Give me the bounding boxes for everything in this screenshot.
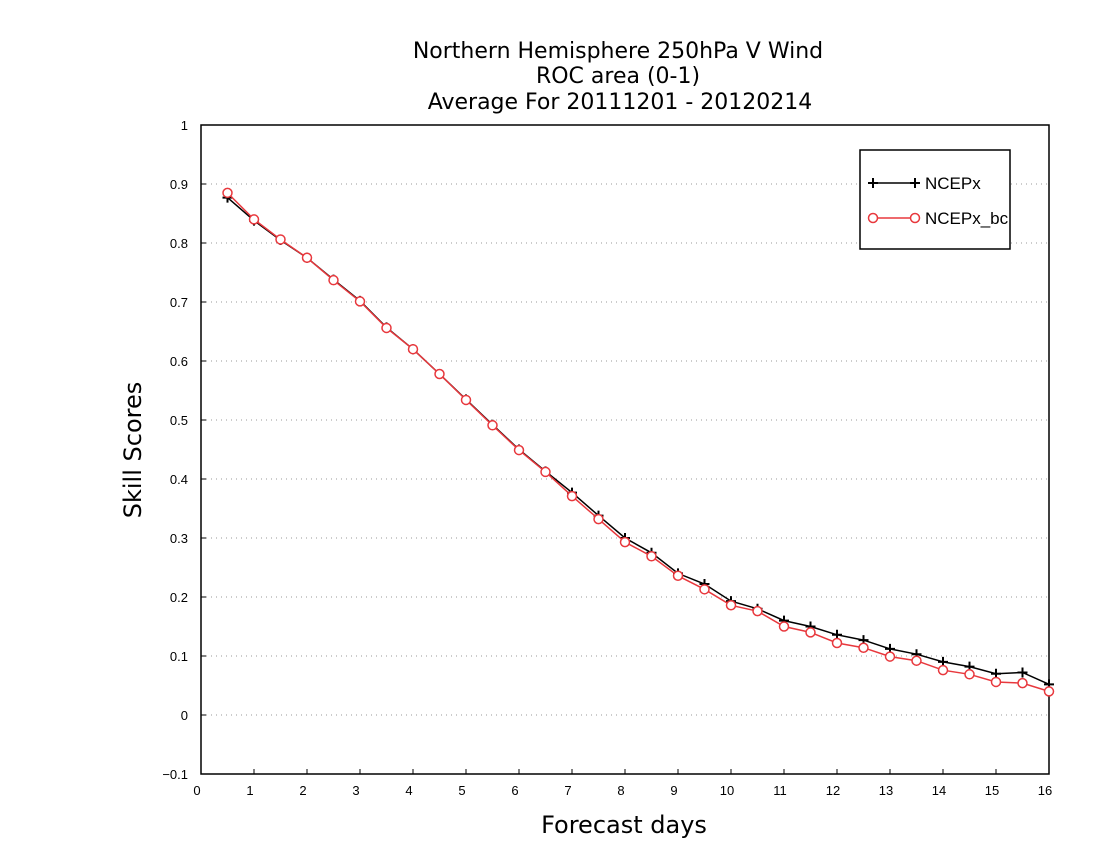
legend-entry: NCEPx_bc	[867, 209, 1009, 228]
grid-lines	[201, 183, 1049, 716]
legend-marker	[868, 178, 878, 188]
chart-title-line-3: Average For 20111201 - 20120214	[428, 90, 813, 115]
data-point	[884, 651, 896, 662]
data-point	[858, 642, 869, 653]
data-point	[831, 637, 843, 649]
series-NCEPx_bc	[222, 187, 1055, 697]
data-point	[619, 536, 631, 548]
x-tick-label: 0	[193, 783, 200, 798]
data-point	[805, 627, 816, 638]
x-tick-label: 6	[511, 783, 518, 798]
legend-label: NCEPx	[925, 174, 981, 193]
x-tick-label: 5	[458, 783, 465, 798]
x-tick-label: 9	[670, 783, 677, 798]
data-point	[328, 274, 339, 286]
x-tick-label: 3	[352, 783, 359, 798]
data-point	[937, 664, 949, 676]
y-tick-label: 0.9	[170, 177, 188, 192]
series-line	[226, 192, 1050, 693]
y-tick-label: 0.7	[170, 295, 188, 310]
y-axis-label: Skill Scores	[119, 382, 147, 519]
x-tick-label: 11	[773, 783, 787, 798]
y-tick-label: 0.5	[170, 413, 188, 428]
data-point	[1043, 686, 1055, 697]
axis-ticks: −0.100.10.20.30.40.50.60.70.80.910 1 2 3 4 5 6…	[162, 118, 1052, 798]
y-tick-label: 0.3	[170, 531, 188, 546]
chart-title-line-1: Northern Hemisphere 250hPa V Wind	[413, 39, 823, 64]
y-tick-label: 0.1	[170, 649, 188, 664]
data-point	[460, 394, 472, 406]
data-point	[593, 513, 604, 525]
y-tick-label: 0.8	[170, 236, 188, 251]
data-point	[407, 343, 419, 355]
x-tick-label: 13	[879, 783, 893, 798]
x-tick-label: 8	[617, 783, 624, 798]
data-point	[1017, 677, 1028, 689]
data-point	[248, 214, 260, 225]
x-tick-label: 15	[985, 783, 999, 798]
x-tick-label: 10	[720, 783, 734, 798]
data-point	[540, 466, 551, 478]
y-tick-label: 0.4	[170, 472, 188, 487]
data-point	[487, 420, 498, 431]
data-point	[1017, 667, 1028, 678]
data-point	[434, 368, 445, 380]
legend-marker	[910, 178, 920, 188]
y-tick-label: 0.6	[170, 354, 188, 369]
data-point	[513, 444, 525, 456]
x-tick-label: 14	[932, 783, 946, 798]
data-point	[911, 655, 922, 666]
data-point	[672, 570, 684, 582]
data-series	[222, 187, 1055, 697]
x-tick-label: 12	[826, 783, 840, 798]
data-point	[301, 252, 313, 263]
x-tick-label: 16	[1038, 783, 1052, 798]
series-NCEPx	[222, 192, 1054, 690]
chart-title-line-2: ROC area (0-1)	[536, 64, 700, 89]
legend: NCEPx NCEPx_bc	[859, 149, 1011, 250]
legend-marker	[867, 212, 879, 224]
legend-box	[859, 149, 1011, 250]
series-line	[227, 197, 1050, 685]
legend-entry: NCEPx	[868, 174, 981, 193]
legend-marker	[909, 212, 921, 224]
x-tick-label: 4	[405, 783, 412, 798]
x-tick-label: 1	[246, 783, 253, 798]
data-point	[699, 584, 710, 595]
x-tick-label: 7	[564, 783, 571, 798]
y-tick-label: −0.1	[162, 767, 188, 782]
data-point	[222, 187, 233, 199]
data-point	[990, 676, 1002, 688]
data-point	[354, 296, 366, 307]
data-point	[381, 322, 392, 334]
y-tick-label: 0.2	[170, 590, 188, 605]
data-point	[725, 600, 737, 611]
data-point	[566, 490, 578, 502]
data-point	[275, 234, 286, 245]
y-tick-label: 0	[181, 708, 188, 723]
data-point	[964, 669, 975, 680]
legend-label: NCEPx_bc	[925, 209, 1009, 228]
x-tick-label: 2	[299, 783, 306, 798]
data-point	[778, 621, 790, 632]
y-tick-label: 1	[181, 118, 188, 133]
data-point	[646, 551, 657, 562]
x-axis-label: Forecast days	[541, 811, 707, 839]
data-point	[752, 605, 763, 617]
